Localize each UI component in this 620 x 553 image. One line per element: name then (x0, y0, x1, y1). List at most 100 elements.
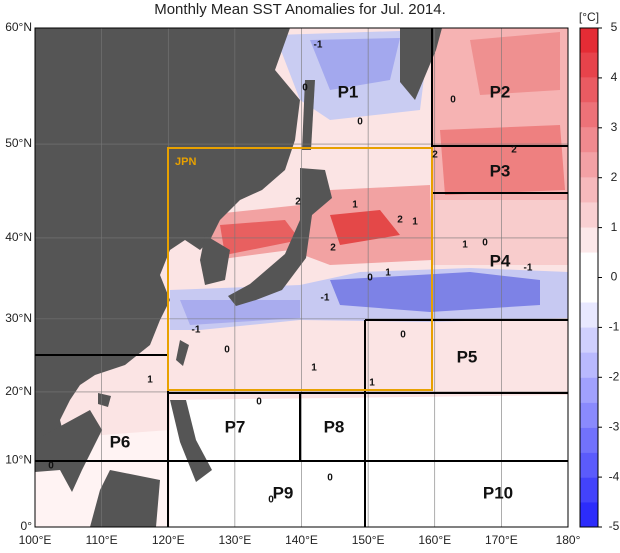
colorbar-tick-label: 3 (611, 120, 618, 134)
region-label: P9 (273, 483, 294, 502)
region-label: P1 (338, 82, 359, 101)
sakhalin (302, 80, 315, 150)
lat-label: 0° (21, 519, 33, 533)
colorbar-tick-label: 1 (611, 220, 618, 234)
contour-label: 0 (450, 95, 456, 106)
colorbar-cell (580, 227, 598, 253)
map-frame (34, 27, 569, 528)
warm-area (220, 220, 300, 255)
lat-label: 60°N (5, 20, 32, 34)
lat-label: 30°N (5, 311, 32, 325)
contour-label: 0 (224, 345, 230, 356)
contour-label: 1 (385, 268, 391, 279)
contour-label: 0 (400, 330, 406, 341)
colorbar-cell (580, 177, 598, 203)
colorbar-cell (580, 302, 598, 328)
lon-label: 140°E (285, 533, 318, 547)
lon-label: 120°E (152, 533, 185, 547)
colorbar-cell (580, 327, 598, 353)
region-label: P5 (457, 347, 478, 366)
colorbar-tick-label: -5 (609, 519, 620, 533)
contour-label: 2 (295, 197, 301, 208)
colorbar-cell (580, 252, 598, 278)
region-label: P4 (490, 251, 511, 270)
colorbar-cell (580, 502, 598, 527)
contour-label: 1 (311, 363, 317, 374)
contour-label: 2 (432, 150, 438, 161)
colorbar-cell (580, 202, 598, 228)
contour-label: -1 (192, 325, 201, 336)
colorbar-cell (580, 477, 598, 503)
colorbar-tick-label: 0 (611, 270, 618, 284)
contour-label: -1 (321, 293, 330, 304)
colorbar: 5 4 3 2 1 0 -1 -2 -3 -4 -5 (579, 20, 620, 533)
colorbar-tick-label: -1 (609, 320, 620, 334)
colorbar-cell (580, 102, 598, 128)
contour-label: 1 (412, 217, 418, 228)
region-label: P3 (490, 161, 511, 180)
lat-label: 10°N (5, 453, 32, 467)
jpn-label: JPN (175, 156, 196, 168)
lon-label: 150°E (352, 533, 385, 547)
taiwan (176, 340, 189, 366)
contour-label: 0 (327, 473, 333, 484)
colorbar-cell (580, 427, 598, 453)
hainan (98, 393, 111, 407)
contour-label: 1 (147, 375, 153, 386)
colorbar-cell (580, 352, 598, 378)
contour-label: 0 (302, 83, 308, 94)
lon-label: 130°E (218, 533, 251, 547)
colorbar-tick-label: -2 (609, 369, 620, 383)
indochina (35, 410, 102, 492)
japan (228, 168, 332, 306)
colorbar-cell (580, 28, 598, 53)
title: Monthly Mean SST Anomalies for Jul. 2014… (154, 1, 446, 18)
lon-label: 160°E (418, 533, 451, 547)
warm-area (432, 200, 568, 265)
contour-label: 2 (511, 145, 517, 156)
region-boxes (35, 28, 568, 527)
colorbar-cell (580, 377, 598, 403)
colorbar-cell (580, 152, 598, 178)
korea (200, 235, 230, 285)
lon-label: 110°E (86, 533, 118, 547)
region-label: P7 (225, 417, 246, 436)
contour-label: 1 (352, 200, 358, 211)
colorbar-tick-label: 4 (611, 70, 618, 84)
contour-label: -1 (524, 263, 533, 274)
contour-label: 0 (367, 273, 373, 284)
colorbar-cell (580, 277, 598, 303)
colorbar-cell (580, 402, 598, 428)
lon-label: 180° (556, 533, 581, 547)
contour-label: 0 (357, 117, 363, 128)
contour-label: 1 (462, 240, 468, 251)
region-label: P6 (110, 432, 131, 451)
contour-label: 0 (256, 397, 262, 408)
colorbar-cell (580, 127, 598, 153)
borneo (90, 470, 160, 527)
colorbar-unit: [°C] (579, 10, 599, 24)
contour-label: -1 (314, 40, 323, 51)
region-label: P2 (490, 82, 511, 101)
contour-label: 2 (330, 243, 336, 254)
contour-label: 0 (48, 461, 54, 472)
contour-label: 0 (268, 495, 274, 506)
region-label: P10 (483, 483, 513, 502)
lon-label: 100°E (19, 533, 52, 547)
lat-label: 40°N (5, 230, 32, 244)
colorbar-tick-label: 2 (611, 170, 618, 184)
region-label: P8 (324, 417, 345, 436)
warm-area (330, 210, 400, 245)
colorbar-cell (580, 77, 598, 103)
colorbar-cell (580, 452, 598, 478)
cool-area (310, 38, 400, 90)
colorbar-tick-label: 5 (611, 20, 618, 34)
contour-label: 0 (482, 238, 488, 249)
contour-label: 1 (369, 378, 375, 389)
warm-area (440, 125, 565, 195)
lon-label: 170°E (485, 533, 518, 547)
jpn-box (167, 147, 433, 391)
warm-area (470, 32, 560, 95)
colorbar-cell (580, 52, 598, 78)
